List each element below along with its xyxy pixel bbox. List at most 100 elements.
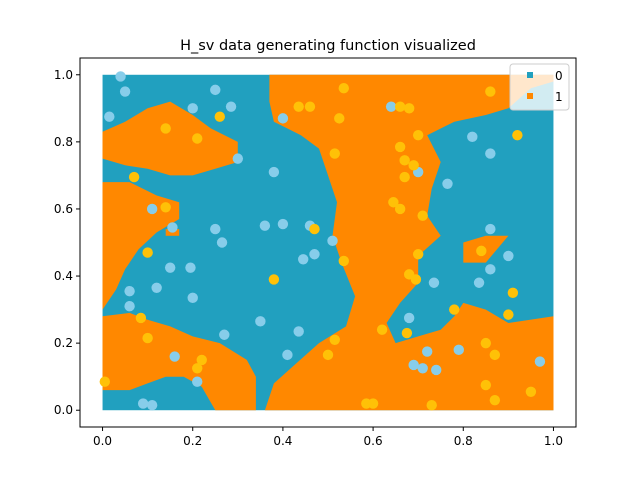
data-point-class-0 <box>422 346 433 357</box>
data-point-class-1 <box>338 82 349 94</box>
data-point-class-0 <box>146 203 158 215</box>
y-tick-label: 0.2 <box>54 336 73 350</box>
x-tick-label: 0.6 <box>364 434 383 448</box>
y-tick-label: 0.6 <box>54 202 73 216</box>
data-point-class-1 <box>476 245 487 257</box>
data-point-class-1 <box>480 379 492 391</box>
data-point-class-1 <box>394 141 406 153</box>
scatter-points <box>99 71 546 411</box>
data-point-class-1 <box>334 113 345 124</box>
region-class-1 <box>472 356 509 377</box>
data-point-class-1 <box>338 255 349 267</box>
data-point-class-1 <box>309 223 320 235</box>
data-point-class-0 <box>210 223 221 235</box>
data-point-class-1 <box>192 363 203 374</box>
x-tick-label: 0.0 <box>93 434 112 448</box>
legend-label: 1 <box>555 90 563 104</box>
data-point-class-0 <box>216 237 228 248</box>
data-point-class-0 <box>259 220 271 231</box>
data-point-class-1 <box>489 394 501 406</box>
data-point-class-0 <box>137 398 149 409</box>
chart-title: H_sv data generating function visualized <box>180 38 476 54</box>
y-axis: 0.0 0.2 0.4 0.6 0.8 1.0 <box>54 68 80 417</box>
data-point-class-0 <box>268 166 280 178</box>
data-point-class-0 <box>187 292 198 304</box>
legend-label: 0 <box>555 69 563 83</box>
data-point-class-1 <box>401 327 413 339</box>
data-point-class-1 <box>525 386 537 397</box>
plot-frame <box>79 57 577 428</box>
region-class-1 <box>102 101 238 176</box>
data-point-class-0 <box>185 262 196 273</box>
data-point-class-1 <box>367 398 379 409</box>
data-point-class-1 <box>426 399 437 411</box>
data-point-class-1 <box>329 148 340 159</box>
data-point-class-1 <box>160 202 171 213</box>
data-point-class-1 <box>399 171 410 183</box>
data-point-class-0 <box>442 178 453 189</box>
data-point-class-1 <box>304 101 316 112</box>
data-point-class-0 <box>282 349 293 361</box>
data-point-class-1 <box>394 203 406 215</box>
data-point-class-0 <box>473 277 485 288</box>
data-point-class-0 <box>309 249 320 260</box>
data-point-class-1 <box>512 129 523 141</box>
data-point-class-0 <box>277 113 289 124</box>
data-point-class-0 <box>408 359 419 371</box>
data-point-class-1 <box>480 337 492 349</box>
data-point-class-1 <box>99 376 111 387</box>
data-point-class-0 <box>219 329 230 340</box>
data-point-class-1 <box>196 354 207 366</box>
y-tick-label: 0.4 <box>54 269 73 283</box>
data-point-class-0 <box>327 235 338 247</box>
data-point-class-0 <box>232 153 244 164</box>
data-point-class-1 <box>503 309 514 320</box>
data-point-class-0 <box>428 277 440 288</box>
data-point-class-0 <box>167 222 178 233</box>
data-point-class-1 <box>403 103 415 114</box>
data-point-class-1 <box>268 274 280 285</box>
data-point-class-0 <box>255 316 266 327</box>
data-point-class-0 <box>210 84 221 96</box>
data-point-class-0 <box>164 262 176 273</box>
data-point-class-1 <box>293 101 304 112</box>
data-point-class-0 <box>169 351 180 362</box>
data-point-class-0 <box>124 285 135 297</box>
data-point-class-0 <box>277 218 289 230</box>
region-class-1 <box>264 74 554 411</box>
data-point-class-1 <box>394 101 406 112</box>
data-point-class-0 <box>124 301 135 312</box>
data-point-class-1 <box>507 287 519 299</box>
data-point-class-1 <box>412 249 424 260</box>
legend-box <box>509 63 570 111</box>
data-point-class-0 <box>485 264 496 275</box>
data-point-class-0 <box>104 111 115 122</box>
x-tick-label: 1.0 <box>544 434 563 448</box>
y-tick-label: 0.8 <box>54 135 73 149</box>
y-tick-label: 0.0 <box>54 403 73 417</box>
region-class-1 <box>102 312 256 411</box>
legend-swatch <box>527 72 533 78</box>
data-point-class-1 <box>489 349 501 361</box>
data-point-class-1 <box>128 171 140 183</box>
data-point-class-1 <box>192 133 203 144</box>
data-point-class-0 <box>503 250 514 262</box>
data-point-class-0 <box>187 103 198 114</box>
data-point-class-0 <box>192 376 203 387</box>
data-point-class-0 <box>485 223 496 235</box>
data-point-class-1 <box>417 210 428 221</box>
data-point-class-0 <box>534 356 546 367</box>
data-point-class-1 <box>388 197 399 208</box>
data-point-class-1 <box>399 155 410 166</box>
data-point-class-0 <box>146 399 158 411</box>
data-point-class-1 <box>329 334 340 345</box>
region-class-1 <box>102 182 180 310</box>
data-point-class-0 <box>225 101 237 112</box>
legend: 01 <box>509 63 570 111</box>
data-point-class-0 <box>151 282 162 293</box>
data-point-class-1 <box>142 332 153 344</box>
data-point-class-0 <box>467 131 478 143</box>
y-tick-label: 1.0 <box>54 68 73 82</box>
data-point-class-0 <box>115 71 126 82</box>
